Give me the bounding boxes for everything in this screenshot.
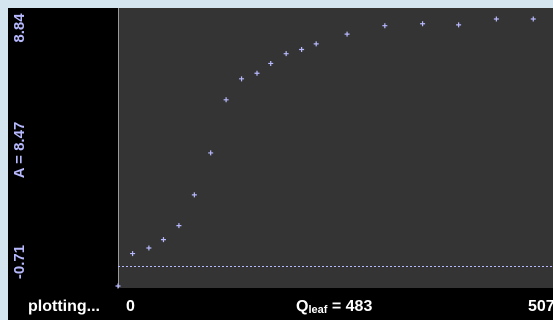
data-point-8	[239, 76, 245, 82]
x-tick-max: 507	[528, 298, 553, 315]
bottom-axis-panel	[8, 288, 553, 320]
x-axis-label-eq: =	[327, 298, 345, 315]
data-point-5	[191, 192, 197, 198]
data-point-7	[223, 97, 229, 103]
data-point-6	[208, 150, 214, 156]
y-tick-max: 8.84	[11, 13, 28, 43]
data-point-0	[115, 283, 121, 289]
data-point-9	[254, 70, 260, 76]
x-axis-label-var: Q	[296, 298, 308, 315]
x-axis-label-sub: leaf	[308, 304, 327, 316]
plot-area	[118, 8, 553, 288]
data-point-11	[283, 51, 289, 57]
points-layer	[115, 16, 536, 289]
x-axis-label-value: 483	[346, 298, 373, 315]
x-tick-min: 0	[126, 298, 135, 315]
data-point-17	[456, 22, 462, 28]
left-axis-panel	[8, 8, 118, 288]
data-point-3	[160, 237, 166, 243]
data-point-19	[530, 16, 536, 22]
data-point-4	[176, 223, 182, 229]
data-point-16	[420, 21, 426, 27]
y-axis-label: A = 8.47	[11, 122, 28, 179]
y-tick-min: -0.71	[11, 245, 28, 279]
data-point-14	[344, 31, 350, 37]
x-axis-label: Qleaf = 483	[296, 298, 372, 316]
data-point-2	[146, 245, 152, 251]
data-point-10	[268, 60, 274, 66]
data-point-12	[299, 46, 305, 52]
status-text: plotting...	[28, 298, 100, 315]
data-point-13	[313, 41, 319, 47]
data-point-1	[130, 251, 136, 257]
data-point-15	[382, 23, 388, 29]
data-point-18	[493, 16, 499, 22]
